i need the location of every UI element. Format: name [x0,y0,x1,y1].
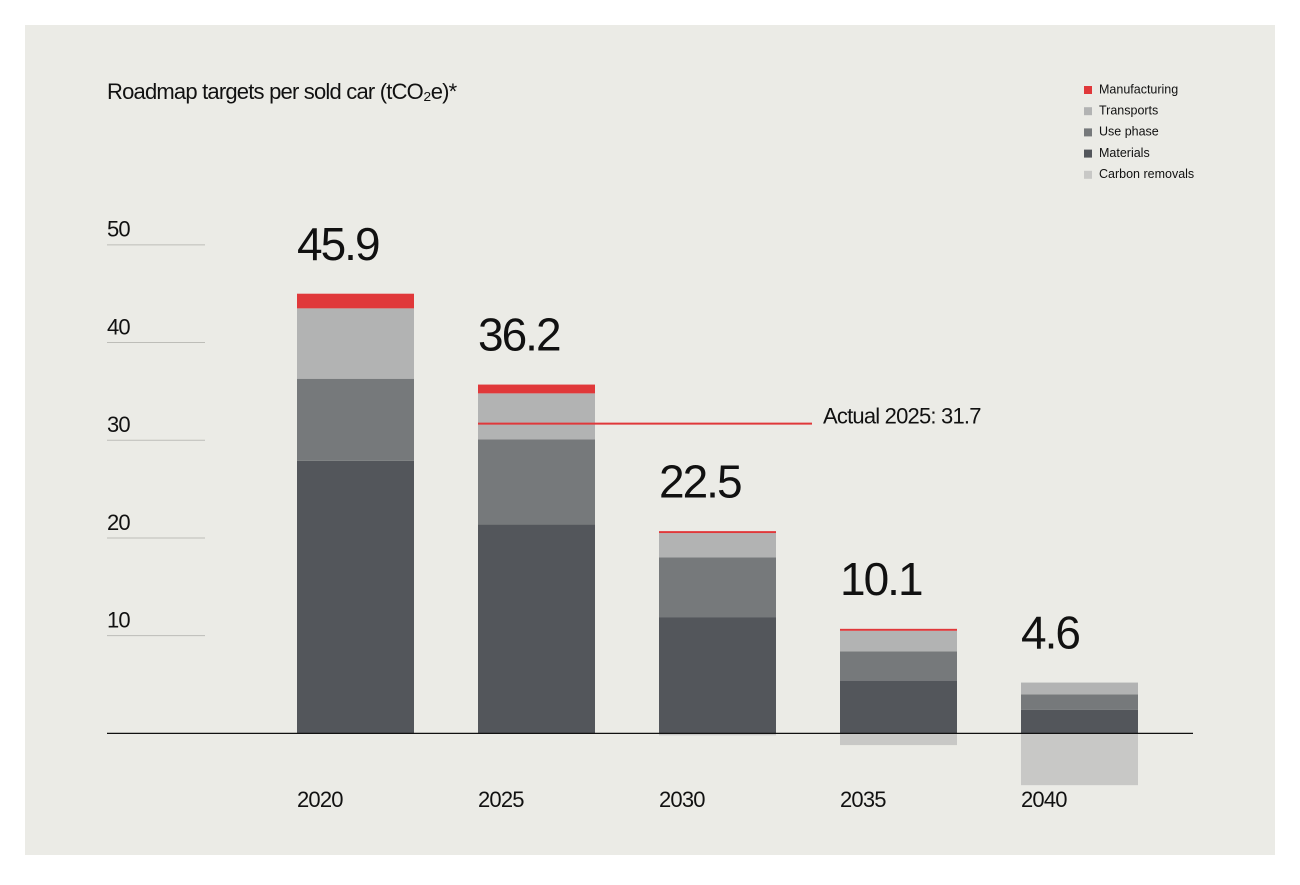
bar-segment [659,557,776,618]
legend-label: Carbon removals [1099,167,1194,181]
chart-title: Roadmap targets per sold car (tCO₂e)* [107,79,458,104]
bar-segment [840,651,957,681]
bar-segment [297,293,414,309]
legend-swatch [1084,170,1092,179]
legend-swatch [1084,128,1092,137]
bar-segment [840,680,957,734]
legend-label: Use phase [1099,125,1159,139]
legend-label: Transports [1099,103,1158,117]
bar-segment [297,308,414,379]
bar-segment [1021,733,1138,786]
total-label: 22.5 [659,455,741,507]
y-tick-label: 20 [107,510,130,535]
bar-segment [659,733,776,736]
bar-segment [478,384,595,394]
bar-segment [297,460,414,734]
bar-segment [478,524,595,734]
bar-segment [659,533,776,558]
x-tick-label: 2035 [840,787,886,812]
total-label: 10.1 [840,553,922,605]
total-label: 36.2 [478,309,560,361]
y-tick-label: 50 [107,217,130,242]
bar-segment [840,733,957,746]
legend-swatch [1084,149,1092,158]
x-tick-label: 2025 [478,787,524,812]
legend-label: Manufacturing [1099,82,1178,96]
x-tick-label: 2040 [1021,787,1067,812]
total-label: 4.6 [1021,607,1079,659]
x-tick-label: 2030 [659,787,705,812]
legend-swatch [1084,107,1092,116]
bar-segment [659,617,776,734]
bar-segment [659,531,776,534]
bar-segment [1021,694,1138,710]
bar-segment [478,439,595,525]
legend-swatch [1084,86,1092,94]
total-label: 45.9 [297,218,379,270]
bar-segment [1021,709,1138,734]
y-tick-label: 10 [107,607,130,632]
bar-segment [297,378,414,461]
x-tick-label: 2020 [297,787,343,812]
legend-label: Materials [1099,146,1150,160]
bar-segment [478,393,595,440]
bar-segment [1021,682,1138,695]
annotation-label: Actual 2025: 31.7 [823,403,981,428]
y-tick-label: 30 [107,412,130,437]
bar-segment [840,628,957,631]
y-tick-label: 40 [107,314,130,339]
bar-segment [840,630,957,652]
